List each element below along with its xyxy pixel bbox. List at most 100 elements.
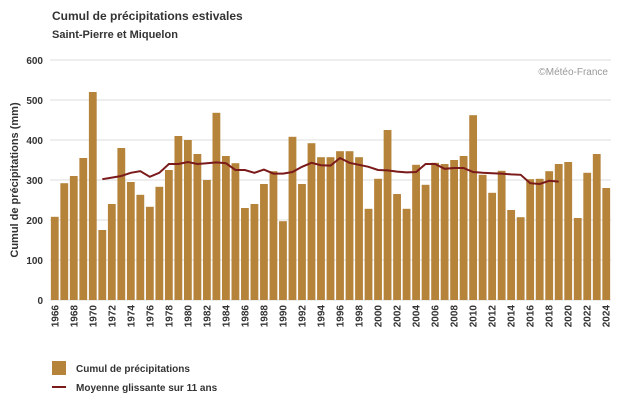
y-tick-label: 300 (26, 176, 43, 187)
bar (545, 171, 554, 300)
legend-bar-label: Cumul de précipitations (76, 364, 190, 375)
x-tick-label: 1974 (126, 305, 137, 328)
x-tick-label: 2014 (507, 305, 518, 328)
bar (583, 172, 592, 300)
bar (564, 162, 573, 300)
y-tick-label: 500 (26, 96, 43, 107)
bar (355, 157, 363, 300)
bar (602, 188, 611, 300)
x-tick-label: 1966 (50, 305, 61, 328)
x-tick-label: 2002 (393, 305, 404, 328)
x-tick-label: 1998 (355, 305, 366, 328)
chart-subtitle: Saint-Pierre et Miquelon (52, 29, 178, 41)
bar (345, 151, 354, 300)
x-tick-label: 1968 (69, 305, 80, 328)
x-tick-label: 2012 (488, 305, 499, 328)
chart-title: Cumul de précipitations estivales (52, 9, 243, 23)
bar (516, 217, 525, 300)
bar (164, 170, 173, 300)
bar (231, 163, 240, 300)
x-tick-label: 1996 (336, 305, 347, 328)
bar (374, 178, 382, 300)
x-tick-label: 2010 (469, 305, 480, 328)
x-tick-label: 2008 (450, 305, 461, 328)
y-tick-label: 400 (26, 136, 43, 147)
bar (250, 204, 259, 300)
bar (155, 186, 164, 300)
bar (573, 218, 582, 300)
bar (393, 194, 401, 300)
bar (222, 156, 230, 300)
bar (383, 130, 392, 300)
bar (554, 164, 563, 300)
bar (269, 171, 278, 300)
bar (79, 158, 88, 300)
bar (326, 157, 335, 300)
x-tick-label: 2022 (583, 305, 594, 328)
moving-average-line (102, 156, 559, 186)
bar (279, 221, 287, 300)
bar (212, 112, 221, 300)
bar (364, 208, 373, 300)
bar (107, 204, 116, 300)
bar (317, 157, 325, 300)
x-tick-label: 1992 (298, 305, 309, 328)
bar (174, 136, 183, 300)
bar (421, 184, 430, 300)
bar (288, 136, 297, 300)
bar (450, 160, 459, 300)
x-tick-label: 1976 (145, 305, 156, 328)
bar (136, 194, 145, 300)
x-tick-label: 1986 (240, 305, 251, 328)
x-axis-ticks: 1966 1968 1970 1972 1974 1976 1978 1980 1982 1984… (50, 305, 612, 328)
bar (98, 230, 107, 300)
bar (535, 178, 544, 300)
x-tick-label: 2020 (564, 305, 575, 328)
y-tick-label: 0 (37, 296, 43, 307)
bar (412, 164, 420, 300)
bar (497, 170, 506, 300)
bar (478, 174, 487, 300)
bar (488, 192, 497, 300)
bar (307, 143, 316, 300)
bar (126, 182, 135, 300)
x-tick-label: 1994 (317, 305, 328, 328)
x-tick-label: 2016 (526, 305, 537, 328)
bar (145, 206, 154, 300)
bar (507, 210, 516, 300)
bar (69, 176, 78, 300)
bar (592, 154, 601, 300)
bar (526, 179, 535, 300)
x-tick-label: 1982 (202, 305, 213, 328)
x-tick-label: 1988 (259, 305, 270, 328)
bar (402, 208, 411, 300)
x-tick-label: 1984 (221, 305, 232, 328)
bar (88, 92, 97, 300)
y-axis-ticks: 0 100 200 300 400 500 600 (26, 56, 43, 307)
y-tick-label: 200 (26, 216, 43, 227)
x-tick-label: 1990 (279, 305, 290, 328)
bar (183, 140, 192, 300)
x-tick-label: 1972 (107, 305, 118, 328)
bar (431, 162, 439, 300)
legend-bar-swatch (52, 361, 66, 375)
x-tick-label: 2004 (412, 305, 423, 328)
bar (336, 151, 344, 300)
bar (202, 180, 211, 300)
legend-line-label: Moyenne glissante sur 11 ans (76, 383, 218, 394)
x-tick-label: 2006 (431, 305, 442, 328)
bar (298, 184, 306, 300)
bar (117, 148, 126, 300)
line-series (102, 156, 559, 186)
bar-series (50, 92, 611, 300)
bar (440, 164, 449, 300)
watermark: ©Météo-France (538, 67, 608, 78)
bar (469, 115, 478, 300)
y-axis-label: Cumul de précipitations (mm) (9, 102, 21, 258)
x-tick-label: 2024 (602, 305, 613, 328)
x-tick-label: 1978 (164, 305, 175, 328)
x-tick-label: 1980 (183, 305, 194, 328)
y-tick-label: 100 (26, 256, 43, 267)
